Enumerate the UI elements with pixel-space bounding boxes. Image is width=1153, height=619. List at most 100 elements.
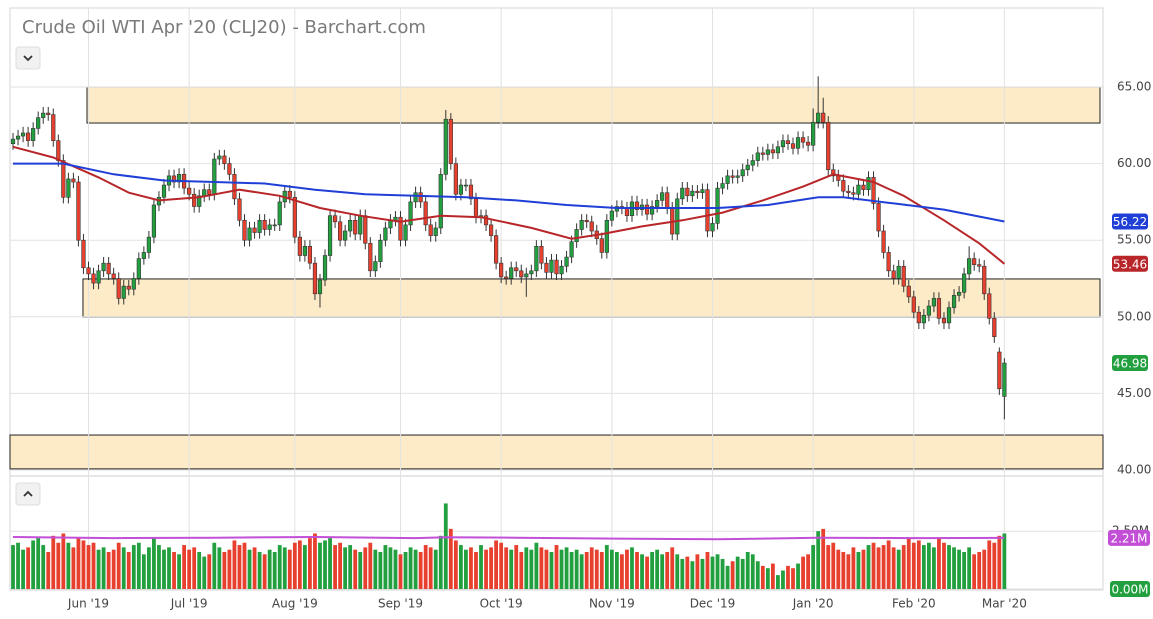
volume-bar [564,547,569,589]
volume-tick-badge [1110,581,1150,597]
candle-body [846,190,851,194]
line [12,145,1006,265]
volume-bar [121,547,126,589]
collapse-button[interactable] [15,46,41,70]
candle-body [257,219,262,233]
candle-body [816,112,821,123]
candle-body [176,174,182,183]
volume-bar [313,533,317,589]
volume-bar [1002,533,1007,589]
volume-bar [906,538,911,589]
candle-body [644,204,650,215]
candle-body [720,183,725,189]
grid [10,8,1103,590]
candle-body [363,215,368,244]
candle-body [514,267,519,272]
volume-bar [282,547,287,589]
candle-body [956,291,962,296]
candle-body [428,224,433,236]
candle-body [71,178,76,183]
candle-body [36,117,41,129]
volume-bar [710,556,715,589]
candle-body [398,216,403,241]
volume-bar [202,556,207,589]
volume-bar [821,528,826,589]
volume-bar [720,558,725,589]
candle-body [111,273,116,279]
volume-bar [781,570,785,589]
candle-body [740,169,745,177]
collapse-button[interactable] [15,482,41,506]
volume-bar [136,542,141,589]
candle-body [483,215,489,226]
volume-bar [776,575,780,589]
candle-body [31,128,36,141]
candle-body [302,246,307,256]
volume-bar [685,556,690,589]
candle-body [463,184,469,187]
volume-bar [519,552,524,589]
candle-body [916,311,921,324]
volume-bar [167,547,171,589]
candle-body [458,184,463,195]
candle-body [655,200,660,207]
candle-body [760,152,765,155]
line [13,162,1005,223]
candle-body [564,256,569,267]
candle-body [529,270,534,275]
candle-body [51,114,56,141]
candle-body [987,293,992,319]
candle-body [171,175,177,183]
volume-bar [635,552,639,589]
volume-bar [841,552,846,589]
candle-body [453,163,458,195]
volume-bar [96,549,101,589]
volume-bar [252,547,257,589]
x-tick-label: Dec '19 [690,597,736,611]
candle-body [735,175,740,178]
volume-bar [126,552,131,589]
volume-bar [987,540,992,589]
candle-body [765,149,770,155]
candle-body [579,219,584,230]
volume-bar [534,542,539,589]
volume-bar [786,565,790,589]
candle-body [267,224,272,230]
candle-body [584,219,589,223]
candle-body [403,224,408,241]
x-tick-label: Jun '19 [67,597,109,611]
candle-body [348,219,353,232]
candle-body [911,296,916,313]
volume-bar [111,549,116,589]
layers: Jun '19 Jul '19 Aug '19 Sep '19 Oct '19 Nov '… [9,8,1151,611]
candle-body [795,137,801,149]
volume-bar [700,558,705,589]
volume-bar [297,540,302,589]
volume-bar [31,540,36,589]
volume-bar [972,554,977,589]
volume-bar [937,538,941,589]
volume-bar [308,538,312,589]
candle-body [358,215,363,235]
volume-bar [992,542,997,589]
candle-body [770,149,775,154]
candle-body [775,146,781,154]
candle-body [544,262,549,273]
candle-body [871,177,876,204]
volume-bar [876,547,881,589]
volume-bar [947,545,951,589]
volume-bar [16,542,20,589]
candle-body [272,224,277,227]
candle-body [488,224,494,236]
volume-bar [725,565,730,589]
candle-body [76,181,81,241]
volume-bar [242,542,247,589]
volume-bar [232,540,237,589]
candle-body [574,229,579,243]
volume-bar [911,542,916,589]
volume-bar [152,538,156,589]
candle-body [277,201,282,226]
volume-bar [755,561,760,589]
candle-body [715,187,720,224]
